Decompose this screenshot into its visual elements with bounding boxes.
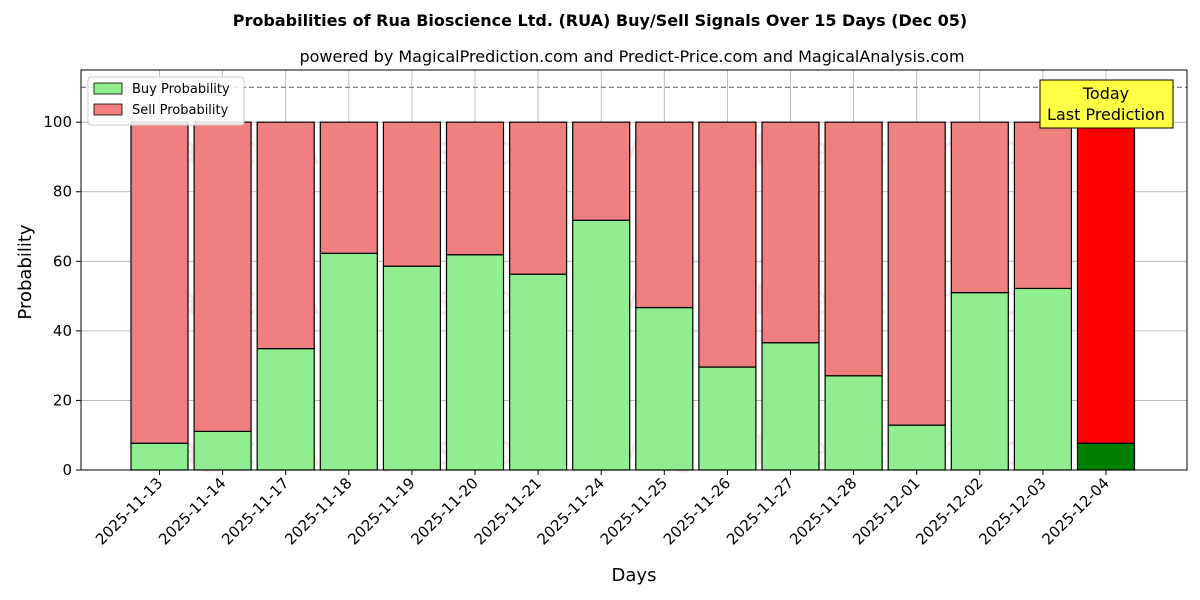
y-axis-label: Probability: [15, 224, 36, 319]
legend: Buy Probability Sell Probability: [87, 76, 245, 126]
bar-buy: [824, 375, 883, 471]
bar-sell: [509, 121, 568, 275]
bar-buy: [382, 265, 441, 471]
bar-buy: [950, 292, 1009, 471]
plot-frame: [80, 69, 1188, 471]
y-axis-ticks: 0 20 40 60 80 100: [43, 113, 81, 479]
bar-buy: [698, 366, 757, 471]
bar-buy: [572, 219, 631, 471]
today-annotation: Today Last Prediction: [1039, 79, 1174, 129]
bar-sell: [1076, 121, 1136, 444]
legend-sell-label: Sell Probability: [132, 103, 229, 118]
x-tick-label: 2025-11-27: [723, 474, 797, 548]
x-tick-label: 2025-11-26: [660, 474, 734, 548]
legend-buy-label: Buy Probability: [132, 82, 230, 97]
bar-sell: [193, 121, 252, 432]
x-tick-label: 2025-12-03: [975, 474, 1049, 548]
bar-sell: [698, 121, 757, 368]
bar-buy: [509, 273, 568, 471]
bar-sell: [950, 121, 1009, 294]
x-tick-label: 2025-11-28: [786, 474, 860, 548]
bar-sell: [635, 121, 694, 309]
bar-buy: [635, 306, 694, 471]
bar-sell: [445, 121, 505, 256]
x-tick-label: 2025-11-18: [281, 474, 355, 548]
bar-sell: [572, 121, 631, 221]
legend-sell-swatch: [93, 103, 123, 116]
x-tick-label: 2025-11-17: [218, 474, 292, 548]
bar-buy: [256, 348, 315, 471]
bar-buy: [1013, 287, 1073, 471]
x-tick-label: 2025-11-14: [155, 474, 229, 548]
chart-subtitle: powered by MagicalPrediction.com and Pre…: [299, 47, 964, 66]
y-tick-label: 40: [53, 322, 72, 340]
x-tick-label: 2025-11-13: [92, 474, 166, 548]
today-annotation-line1: Today: [1082, 84, 1129, 103]
legend-box: [87, 76, 245, 126]
today-annotation-line2: Last Prediction: [1047, 105, 1165, 124]
x-axis-label: Days: [612, 565, 657, 586]
x-tick-label: 2025-11-25: [597, 474, 671, 548]
bar-sell: [887, 121, 946, 426]
bar-sell: [319, 121, 378, 254]
x-tick-label: 2025-12-01: [849, 474, 923, 548]
legend-buy-swatch: [93, 82, 123, 95]
y-tick-label: 0: [62, 461, 72, 479]
y-tick-label: 60: [53, 252, 72, 270]
bar-buy: [445, 254, 505, 471]
today-annotation-box: [1039, 79, 1174, 129]
x-tick-label: 2025-11-21: [471, 474, 545, 548]
bars: [130, 121, 1136, 471]
bar-buy: [130, 442, 189, 471]
x-tick-label: 2025-12-04: [1038, 474, 1112, 548]
x-tick-label: 2025-12-02: [912, 474, 986, 548]
bar-sell: [1013, 121, 1073, 290]
bar-buy: [887, 424, 946, 471]
y-tick-label: 80: [53, 183, 72, 201]
x-axis-ticks: 2025-11-132025-11-142025-11-172025-11-18…: [92, 470, 1113, 548]
bar-buy: [1076, 442, 1136, 471]
y-tick-label: 20: [53, 391, 72, 409]
bar-sell: [130, 121, 189, 444]
bar-sell: [761, 121, 820, 344]
bar-sell: [382, 121, 441, 267]
x-tick-label: 2025-11-24: [534, 474, 608, 548]
bar-sell: [256, 121, 315, 350]
chart-title: Probabilities of Rua Bioscience Ltd. (RU…: [233, 11, 967, 30]
x-tick-label: 2025-11-20: [407, 474, 481, 548]
bar-buy: [319, 252, 378, 471]
bar-buy: [761, 342, 820, 471]
bar-buy: [193, 430, 252, 471]
bar-sell: [824, 121, 883, 377]
x-tick-label: 2025-11-19: [344, 474, 418, 548]
y-tick-label: 100: [43, 113, 72, 131]
